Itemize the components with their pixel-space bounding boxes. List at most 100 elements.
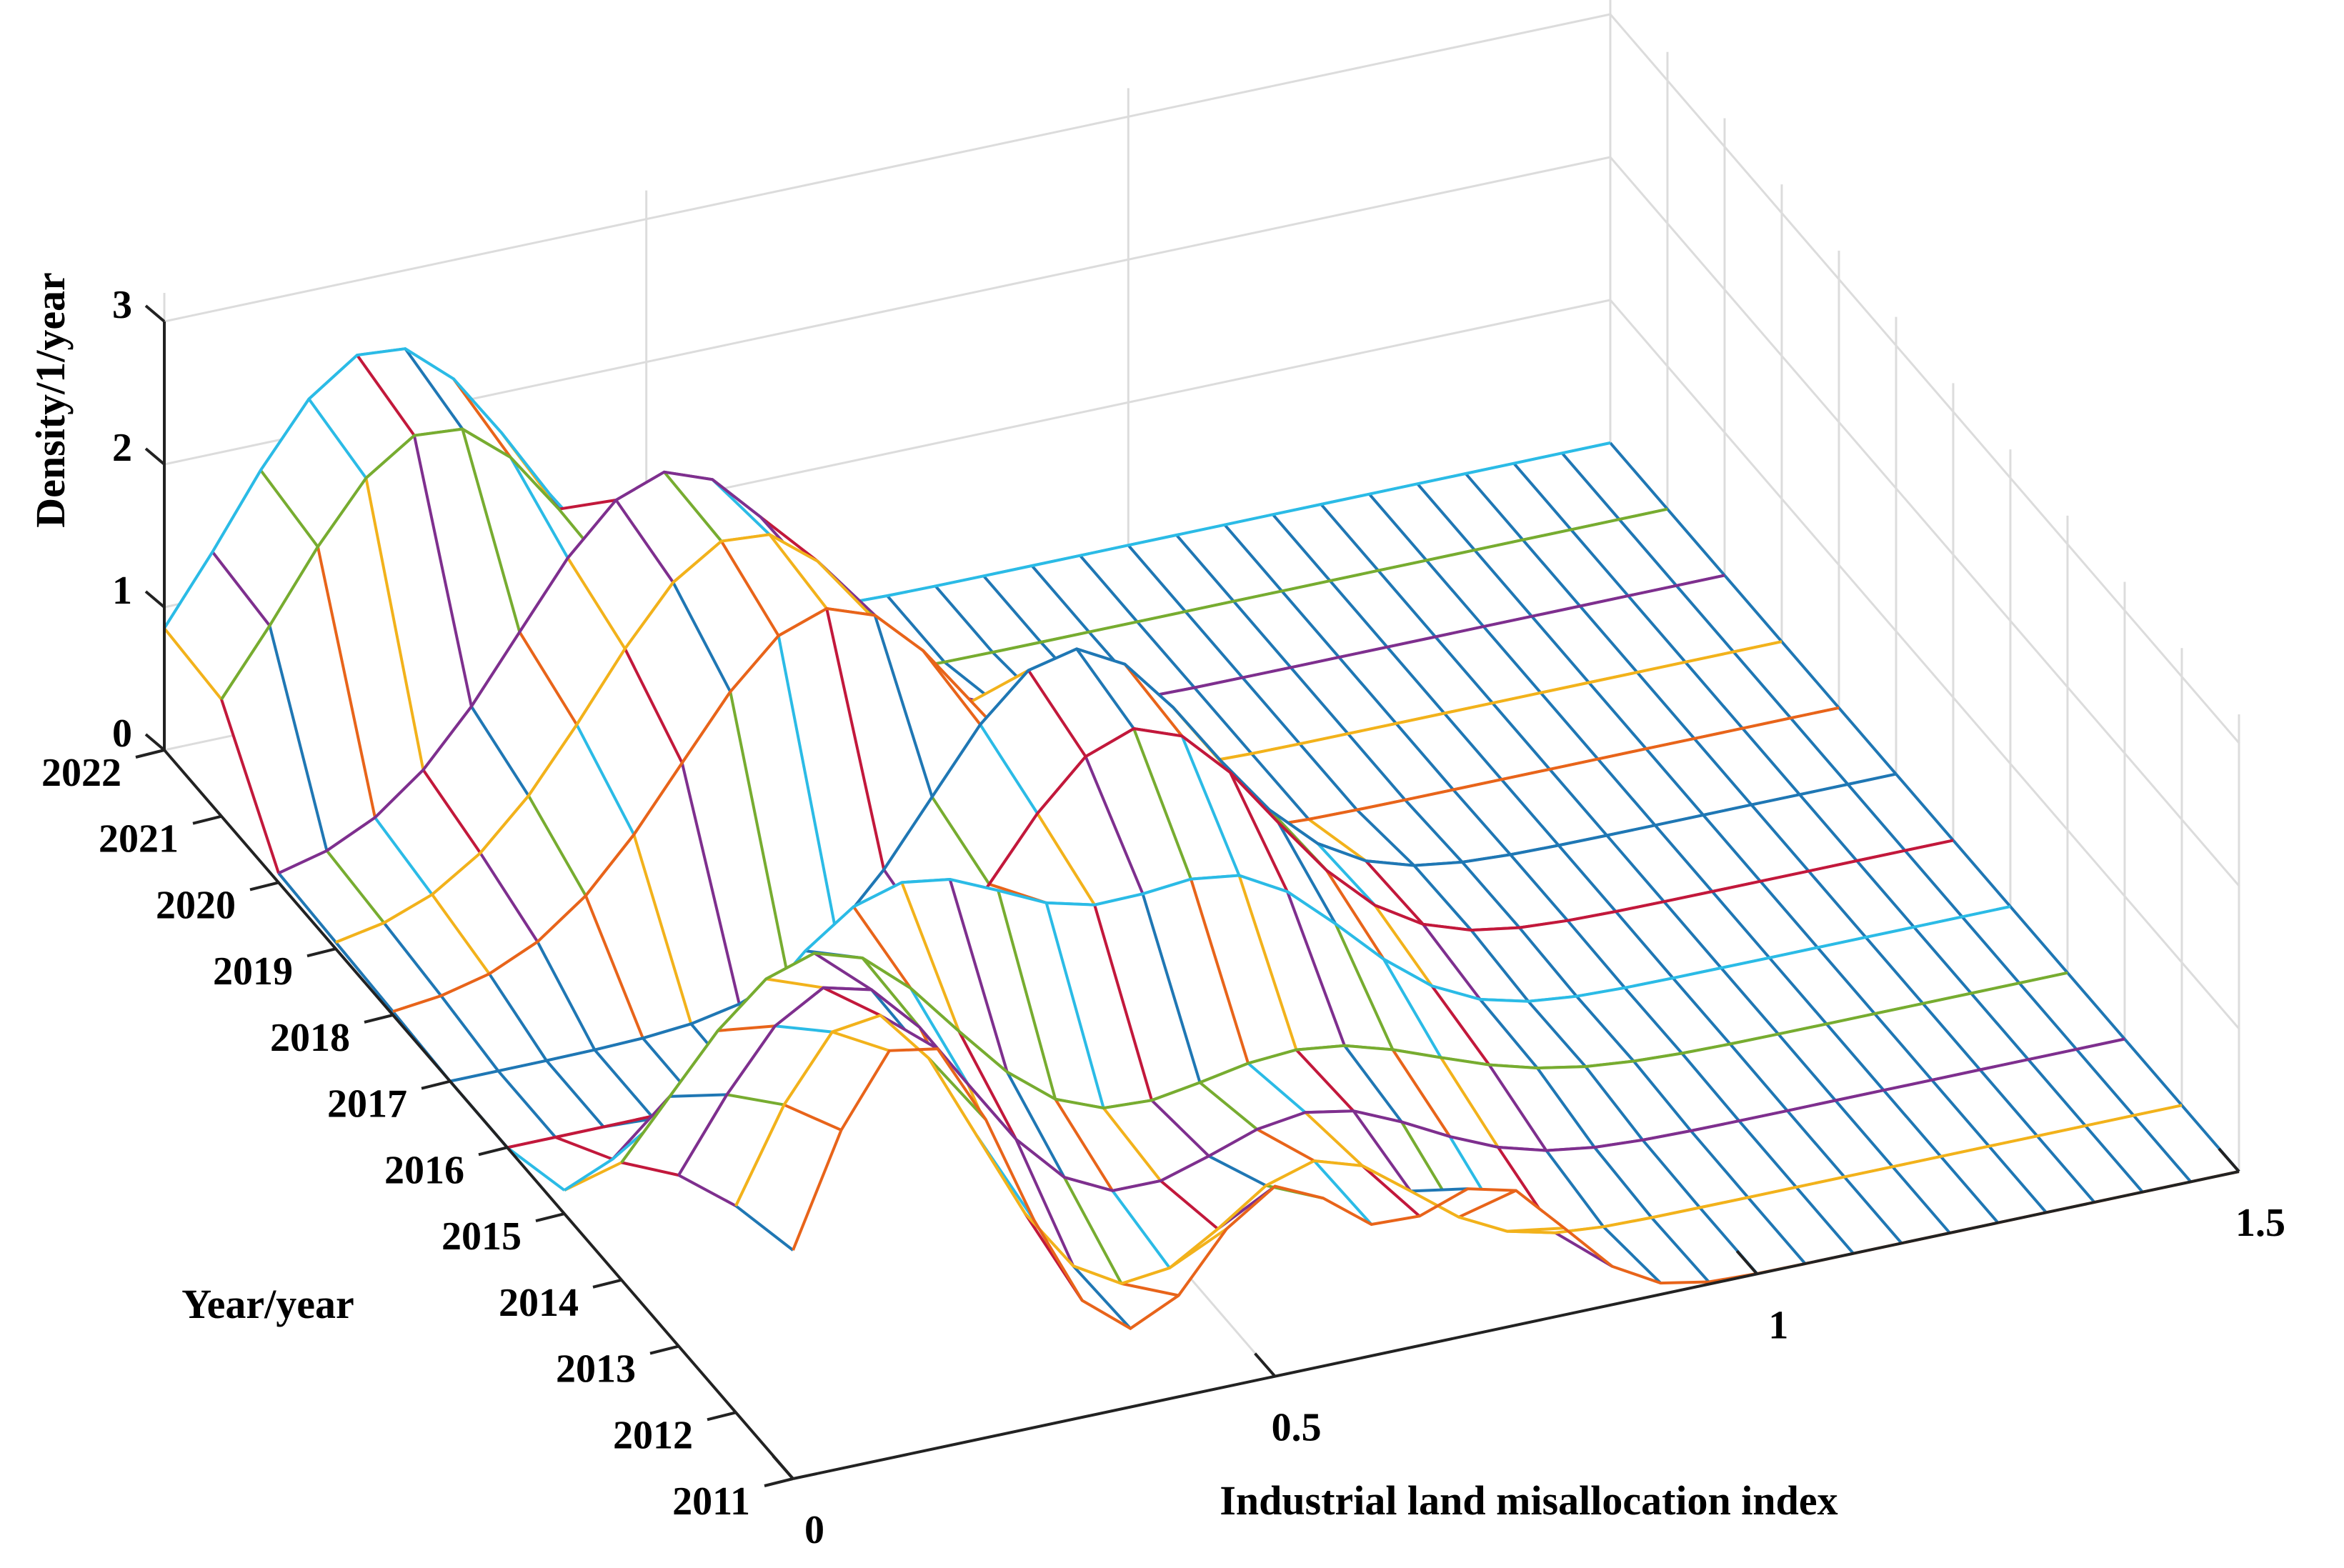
surface-patch	[432, 853, 538, 974]
surface-patch	[1567, 912, 1673, 988]
surface-mesh-line	[1602, 1225, 1662, 1284]
surface-patch	[260, 399, 366, 547]
surface-mesh-line	[1684, 661, 1744, 729]
surface-patch	[1233, 591, 1340, 668]
surface-mesh-line	[1410, 1187, 1468, 1193]
surface-patch	[1769, 947, 1875, 1024]
surface-patch	[1347, 723, 1454, 800]
surface-patch	[1580, 596, 1686, 673]
surface-mesh-line	[1102, 1107, 1162, 1182]
surface-mesh-line	[449, 647, 1897, 1083]
surface-patch	[634, 763, 739, 1024]
surface-patch	[1251, 744, 1357, 819]
surface-patch	[736, 1104, 842, 1251]
surface-patch	[1733, 641, 1839, 719]
surface-mesh-line	[509, 456, 569, 559]
surface-patch	[1176, 524, 1282, 601]
surface-mesh-line	[678, 1174, 737, 1207]
surface-patch	[441, 974, 547, 1072]
surface-mesh-line	[777, 635, 837, 931]
surface-mesh-line	[1190, 879, 1250, 1064]
surface-mesh-line	[1786, 1109, 1846, 1178]
surface-patch	[1453, 779, 1559, 855]
surface-patch	[489, 942, 595, 1061]
surface-mesh-line	[1777, 1033, 1837, 1102]
surface-patch	[1664, 892, 1770, 968]
surface-patch	[1655, 815, 1761, 892]
z-tick	[144, 590, 166, 609]
surface-mesh-line	[374, 817, 434, 896]
surface-patch	[221, 625, 327, 874]
surface-patch	[1700, 1197, 1805, 1274]
surface-patch	[1414, 862, 1520, 931]
surface-mesh-line	[1241, 676, 1301, 745]
surface-patch	[1532, 606, 1637, 683]
surface-patch	[1330, 570, 1436, 647]
surface-mesh-line	[1561, 452, 1621, 521]
surface-mesh-line	[2036, 1134, 2096, 1204]
surface-patch	[1055, 1099, 1161, 1191]
grid-line	[164, 13, 1611, 323]
surface-mesh-line	[1912, 926, 1973, 994]
surface-mesh-line	[1618, 518, 1678, 587]
surface-patch	[664, 471, 770, 541]
surface-mesh-line	[1440, 1057, 1500, 1149]
surface-mesh-line	[1557, 844, 1617, 913]
surface-mesh-line	[1747, 1196, 1807, 1265]
surface-patch	[1932, 1069, 2038, 1147]
z-tick	[144, 304, 166, 323]
surface-mesh-line	[1062, 1177, 1123, 1284]
y-axis-line	[163, 749, 794, 1480]
surface-mesh-line	[545, 1059, 605, 1128]
surface-mesh-line	[1837, 706, 1897, 775]
surface-patch	[1571, 519, 1677, 596]
surface-mesh-line	[632, 834, 693, 1024]
surface-patch	[1778, 1024, 1884, 1101]
y-tick	[764, 1477, 794, 1487]
surface-mesh-line	[1199, 1081, 1258, 1131]
surface-mesh-line	[1593, 1146, 1653, 1219]
x-tick	[1735, 1250, 1758, 1275]
surface-patch	[1651, 1207, 1757, 1282]
surface-mesh-line	[1272, 514, 1332, 582]
surface-mesh-line	[930, 796, 991, 885]
surface-mesh-line	[2123, 1038, 2183, 1107]
surface-mesh-line	[669, 1093, 727, 1098]
surface-patch	[902, 879, 1007, 1072]
surface-mesh-line	[1666, 508, 1726, 576]
surface-mesh-line	[1605, 834, 1665, 903]
surface-mesh-line	[1355, 809, 1415, 867]
surface-patch	[1471, 927, 1577, 1002]
surface-patch	[721, 534, 827, 636]
surface-patch	[1239, 875, 1345, 1050]
surface-patch	[717, 979, 824, 1031]
surface-patch	[1308, 809, 1415, 866]
surface-patch	[1462, 854, 1568, 928]
surface-mesh-line	[1256, 1128, 1315, 1162]
surface-patch	[1124, 664, 1230, 773]
surface-patch	[1637, 661, 1743, 739]
surface-mesh-line	[1072, 1264, 1132, 1330]
surface-mesh-line	[1847, 783, 1907, 852]
surface-patch	[682, 691, 788, 1004]
surface-patch	[1721, 957, 1827, 1034]
y-tick-label: 2013	[556, 1347, 636, 1392]
surface-mesh-line	[558, 499, 617, 511]
surface-mesh-line	[1988, 1145, 2048, 1214]
surface-patch	[1089, 621, 1195, 697]
surface-mesh-line	[813, 952, 872, 992]
surface-mesh-line	[163, 627, 223, 701]
surface-patch	[1345, 1045, 1450, 1137]
surface-patch	[1103, 1100, 1210, 1181]
surface-patch	[1483, 616, 1590, 693]
surface-patch	[450, 1071, 556, 1148]
surface-patch	[932, 724, 1038, 884]
surface-patch	[309, 355, 414, 479]
surface-mesh-line	[593, 1049, 653, 1117]
surface-patch	[1305, 1111, 1411, 1192]
surface-mesh-line	[1759, 880, 1819, 949]
surface-mesh-line	[774, 1024, 833, 1034]
surface-patch	[1435, 626, 1541, 704]
surface-patch	[1562, 443, 1667, 520]
surface-patch	[1589, 672, 1695, 749]
